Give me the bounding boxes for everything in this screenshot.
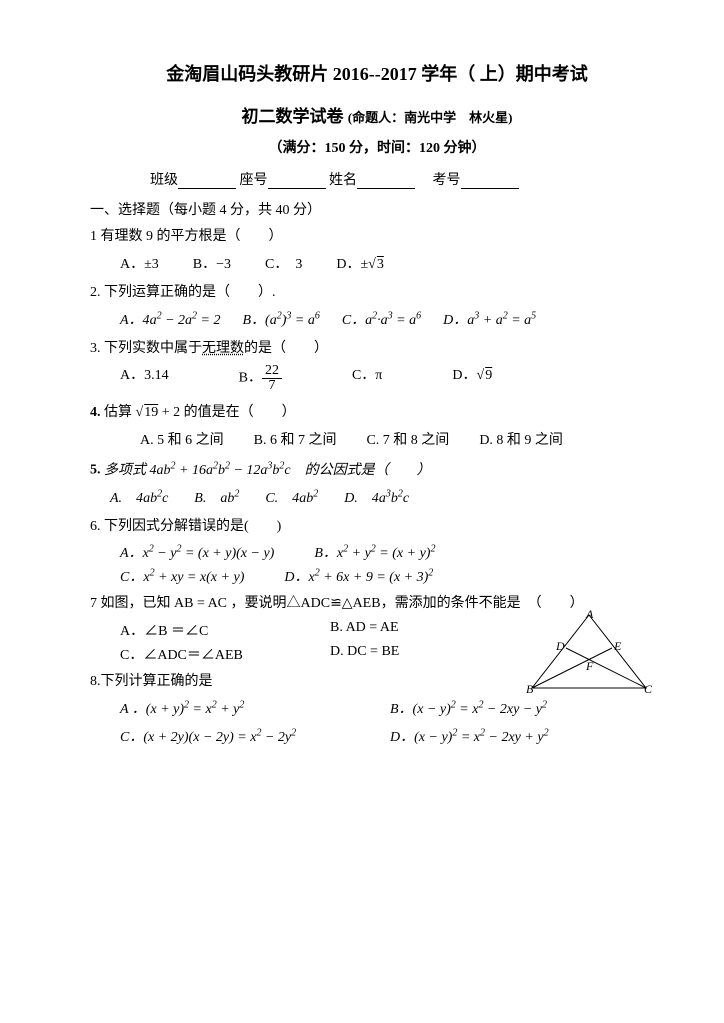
q6-opt-a: A．x2 − y2 = (x + y)(x − y)	[120, 542, 274, 562]
q1-opt-c: C． 3	[265, 253, 302, 273]
q7-opt-a: A．∠B ＝∠C	[120, 620, 290, 640]
q4-opt-c: C. 7 和 8 之间	[366, 429, 449, 449]
q2-stem: 2. 下列运算正确的是（ ）.	[90, 281, 664, 305]
label-class: 班级	[150, 173, 178, 188]
q2-opt-d: D．a3 + a2 = a5	[443, 309, 536, 329]
q4-stem: 4. 估算 √19 + 2 的值是在（ ）	[90, 401, 664, 425]
section-1-header: 一、选择题（每小题 4 分，共 40 分）	[90, 199, 664, 219]
triangle-figure-icon: A D E F B C	[524, 610, 654, 695]
q1-opt-d: D．±√3	[336, 253, 383, 273]
q2-opt-a: A．4a2 − 2a2 = 2	[120, 309, 220, 329]
q8-opt-d: D．(x − y)2 = x2 − 2xy + y2	[390, 726, 549, 746]
q3-opt-a: A．3.14	[120, 364, 169, 393]
blank-examno	[461, 174, 519, 189]
q5-opt-c: C. 4ab2	[265, 487, 318, 507]
q3-stem: 3. 下列实数中属于无理数的是（ ）	[90, 337, 664, 361]
label-examno: 考号	[433, 173, 461, 188]
q4-options: A. 5 和 6 之间 B. 6 和 7 之间 C. 7 和 8 之间 D. 8…	[140, 429, 664, 449]
q7-opt-c: C．∠ADC＝∠AEB	[120, 644, 290, 664]
vertex-a: A	[585, 610, 594, 621]
q3-opt-b: B．227	[239, 364, 282, 393]
q1-stem: 1 有理数 9 的平方根是（ ）	[90, 225, 664, 249]
vertex-e: E	[613, 639, 622, 653]
q1-opt-b: B．−3	[193, 253, 231, 273]
q7-opt-d: D. DC = BE	[330, 644, 399, 664]
q4-opt-a: A. 5 和 6 之间	[140, 429, 224, 449]
blank-class	[178, 174, 236, 189]
q8-opt-b: B．(x − y)2 = x2 − 2xy − y2	[390, 698, 547, 718]
exam-title: 金淘眉山码头教研片 2016--2017 学年（ 上）期中考试	[90, 60, 664, 86]
q1-opt-a: A．±3	[120, 253, 159, 273]
q3-options: A．3.14 B．227 C．π D．√9	[120, 364, 664, 393]
q5-opt-b: B. ab2	[194, 487, 239, 507]
q8-opt-a: A ．(x + y)2 = x2 + y2	[120, 698, 350, 718]
q8-opt-c: C．(x + 2y)(x − 2y) = x2 − 2y2	[120, 726, 350, 746]
exam-subtitle: 初二数学试卷 (命题人：南光中学 林火星)	[90, 102, 664, 127]
blank-name	[357, 174, 415, 189]
q1-options: A．±3 B．−3 C． 3 D．±√3	[120, 253, 664, 273]
q6-opt-c: C．x2 + xy = x(x + y)	[120, 566, 244, 586]
q5-opt-a: A. 4ab2c	[110, 487, 168, 507]
q4-opt-b: B. 6 和 7 之间	[254, 429, 337, 449]
blank-seat	[268, 174, 326, 189]
student-info-line: 班级 座号 姓名 考号	[150, 169, 664, 189]
q2-options: A．4a2 − 2a2 = 2 B．(a2)3 = a6 C．a2·a3 = a…	[120, 309, 664, 329]
q3-opt-d: D．√9	[452, 364, 492, 393]
q5-stem: 5. 多项式 4ab2 + 16a2b2 − 12a3b2c 的公因式是（ ）	[90, 457, 664, 482]
label-name: 姓名	[329, 173, 357, 188]
q7-wrap: 7 如图，已知 AB = AC ，要说明△ADC≌△AEB，需添加的条件不能是 …	[90, 592, 664, 664]
q8-options: A ．(x + y)2 = x2 + y2 B．(x − y)2 = x2 − …	[120, 698, 664, 746]
q2-opt-b: B．(a2)3 = a6	[242, 309, 319, 329]
q3-opt-c: C．π	[352, 364, 382, 393]
label-seat: 座号	[240, 173, 268, 188]
vertex-b: B	[526, 682, 534, 695]
subtitle-note: (命题人：南光中学 林火星)	[348, 110, 513, 125]
q6-stem: 6. 下列因式分解错误的是( )	[90, 515, 664, 539]
vertex-f: F	[585, 659, 594, 673]
q6-opt-b: B．x2 + y2 = (x + y)2	[314, 542, 435, 562]
q5-opt-d: D. 4a3b2c	[344, 487, 409, 507]
q6-options: A．x2 − y2 = (x + y)(x − y) B．x2 + y2 = (…	[120, 542, 664, 586]
q5-options: A. 4ab2c B. ab2 C. 4ab2 D. 4a3b2c	[110, 487, 664, 507]
vertex-c: C	[644, 682, 653, 695]
q6-opt-d: D．x2 + 6x + 9 = (x + 3)2	[284, 566, 433, 586]
vertex-d: D	[555, 639, 565, 653]
q7-opt-b: B. AD = AE	[330, 620, 399, 640]
q4-opt-d: D. 8 和 9 之间	[479, 429, 563, 449]
exam-meta: （满分：150 分，时间：120 分钟）	[90, 137, 664, 157]
q2-opt-c: C．a2·a3 = a6	[342, 309, 421, 329]
subtitle-main: 初二数学试卷	[242, 107, 344, 126]
